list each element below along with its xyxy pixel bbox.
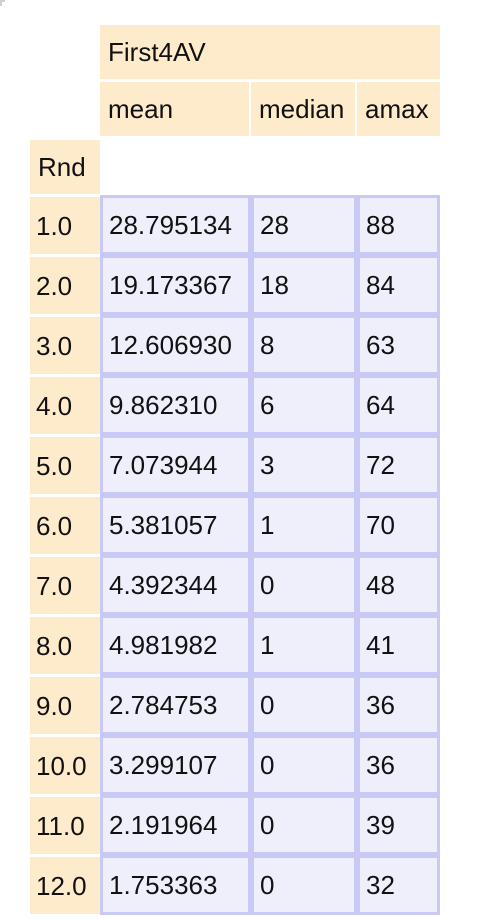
cell-mean: 1.753363	[100, 855, 251, 915]
cell-median: 0	[251, 555, 357, 615]
cell-mean: 2.784753	[100, 675, 251, 735]
cell-median: 6	[251, 375, 357, 435]
cell-amax: 63	[357, 315, 440, 375]
column-header-median: median	[251, 82, 355, 136]
cell-mean: 19.173367	[100, 255, 251, 315]
row-index: 7.0	[30, 557, 100, 614]
cell-mean: 5.381057	[100, 495, 251, 555]
row-index: 2.0	[30, 257, 100, 314]
cell-median: 8	[251, 315, 357, 375]
cell-median: 0	[251, 735, 357, 795]
cell-median: 3	[251, 435, 357, 495]
corner-mark	[0, 0, 5, 6]
cell-amax: 41	[357, 615, 440, 675]
cell-median: 1	[251, 615, 357, 675]
row-index: 10.0	[30, 737, 100, 794]
cell-mean: 4.392344	[100, 555, 251, 615]
row-index: 3.0	[30, 317, 100, 374]
row-index: 4.0	[30, 377, 100, 434]
column-header-mean: mean	[100, 82, 249, 136]
cell-mean: 4.981982	[100, 615, 251, 675]
cell-median: 18	[251, 255, 357, 315]
row-index: 12.0	[30, 857, 100, 914]
cell-mean: 28.795134	[100, 195, 251, 255]
cell-median: 1	[251, 495, 357, 555]
row-index: 8.0	[30, 617, 100, 674]
cell-amax: 36	[357, 735, 440, 795]
cell-mean: 2.191964	[100, 795, 251, 855]
row-index: 6.0	[30, 497, 100, 554]
cell-amax: 48	[357, 555, 440, 615]
cell-amax: 36	[357, 675, 440, 735]
cell-mean: 12.606930	[100, 315, 251, 375]
cell-amax: 84	[357, 255, 440, 315]
group-header: First4AV	[100, 25, 440, 79]
cell-amax: 32	[357, 855, 440, 915]
cell-mean: 3.299107	[100, 735, 251, 795]
cell-amax: 88	[357, 195, 440, 255]
row-index: 1.0	[30, 197, 100, 254]
row-index: 9.0	[30, 677, 100, 734]
index-name-header: Rnd	[30, 140, 100, 194]
cell-median: 0	[251, 795, 357, 855]
cell-amax: 39	[357, 795, 440, 855]
cell-amax: 72	[357, 435, 440, 495]
cell-median: 0	[251, 675, 357, 735]
cell-amax: 64	[357, 375, 440, 435]
row-index: 11.0	[30, 797, 100, 854]
cell-median: 28	[251, 195, 357, 255]
row-index: 5.0	[30, 437, 100, 494]
cell-amax: 70	[357, 495, 440, 555]
cell-mean: 9.862310	[100, 375, 251, 435]
cell-median: 0	[251, 855, 357, 915]
column-header-amax: amax	[357, 82, 440, 136]
cell-mean: 7.073944	[100, 435, 251, 495]
